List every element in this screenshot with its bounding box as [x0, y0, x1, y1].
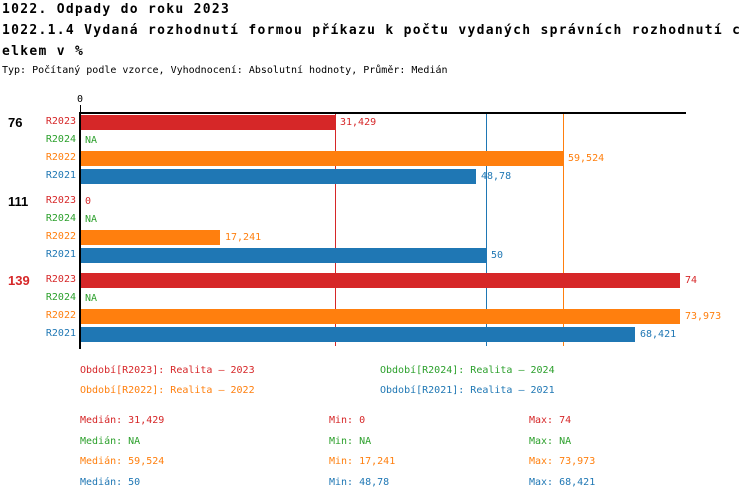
- series-label-R2022: R2022: [45, 310, 76, 321]
- median-line-R2021: [486, 113, 487, 346]
- bar-76-R2021: [81, 169, 476, 184]
- median-line-R2022: [563, 113, 564, 346]
- legend-item-R2024: Období[R2024]: Realita – 2024: [380, 365, 555, 376]
- bar-value-139-R2021: 68,421: [640, 329, 677, 340]
- series-label-R2021: R2021: [45, 249, 76, 260]
- stat-median-R2024: Medián: NA: [80, 436, 141, 447]
- y-axis-line: [79, 112, 81, 349]
- series-label-R2024: R2024: [45, 292, 76, 303]
- legend-item-R2023: Období[R2023]: Realita – 2023: [80, 365, 255, 376]
- legend-item-R2021: Období[R2021]: Realita – 2021: [380, 385, 555, 396]
- bar-139-R2021: [81, 327, 635, 342]
- stat-min-R2021: Min: 48,78: [329, 477, 390, 488]
- bar-value-139-R2023: 74: [685, 275, 698, 286]
- series-label-R2023: R2023: [45, 274, 76, 285]
- x-axis-line: [80, 112, 686, 114]
- stat-max-R2023: Max: 74: [529, 415, 572, 426]
- bar-value-76-R2021: 48,78: [481, 171, 512, 182]
- group-label-139: 139: [8, 273, 30, 288]
- legend-item-R2022: Období[R2022]: Realita – 2022: [80, 385, 255, 396]
- bar-76-R2022: [81, 151, 563, 166]
- bar-chart: 76 R2023 31,429 R2024 NA R2022 59,524 R2021 48,7…: [8, 94, 722, 349]
- report-title-line3: elkem v %: [2, 44, 85, 59]
- series-label-R2023: R2023: [45, 116, 76, 127]
- bar-value-111-R2024: NA: [85, 214, 98, 225]
- stat-median-R2023: Medián: 31,429: [80, 415, 165, 426]
- bar-value-76-R2022: 59,524: [568, 153, 605, 164]
- stat-max-R2022: Max: 73,973: [529, 456, 596, 467]
- bar-111-R2021: [81, 248, 486, 263]
- bar-value-139-R2022: 73,973: [685, 311, 722, 322]
- bar-111-R2022: [81, 230, 220, 245]
- stat-min-R2022: Min: 17,241: [329, 456, 396, 467]
- bar-value-111-R2021: 50: [491, 250, 504, 261]
- group-label-111: 111: [8, 194, 29, 209]
- report-title-line1: 1022. Odpady do roku 2023: [2, 2, 231, 17]
- stat-median-R2021: Medián: 50: [80, 477, 141, 488]
- bar-value-111-R2023: 0: [85, 196, 92, 207]
- bar-value-76-R2024: NA: [85, 135, 98, 146]
- series-label-R2022: R2022: [45, 231, 76, 242]
- stat-min-R2023: Min: 0: [329, 415, 366, 426]
- bar-139-R2023: [81, 273, 680, 288]
- report-title-line2: 1022.1.4 Vydaná rozhodnutí formou příkaz…: [2, 23, 742, 38]
- bar-value-139-R2024: NA: [85, 293, 98, 304]
- stat-min-R2024: Min: NA: [329, 436, 372, 447]
- series-label-R2024: R2024: [45, 134, 76, 145]
- series-label-R2022: R2022: [45, 152, 76, 163]
- x-axis-tick-label: 0: [76, 94, 84, 105]
- series-label-R2023: R2023: [45, 195, 76, 206]
- bar-76-R2023: [81, 115, 335, 130]
- stat-median-R2022: Medián: 59,524: [80, 456, 165, 467]
- series-label-R2024: R2024: [45, 213, 76, 224]
- stat-max-R2024: Max: NA: [529, 436, 572, 447]
- bar-value-76-R2023: 31,429: [340, 117, 377, 128]
- report-subtitle: Typ: Počítaný podle vzorce, Vyhodnocení:…: [2, 65, 448, 76]
- stat-max-R2021: Max: 68,421: [529, 477, 596, 488]
- series-label-R2021: R2021: [45, 328, 76, 339]
- x-axis-tick-mark: [80, 105, 81, 112]
- bar-value-111-R2022: 17,241: [225, 232, 262, 243]
- median-line-R2023: [335, 113, 336, 346]
- group-label-76: 76: [8, 115, 23, 130]
- bar-139-R2022: [81, 309, 680, 324]
- series-label-R2021: R2021: [45, 170, 76, 181]
